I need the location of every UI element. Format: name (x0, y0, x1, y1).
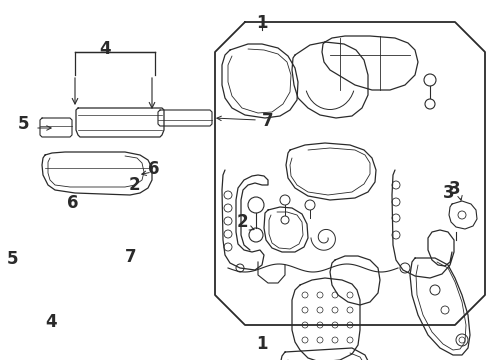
Text: 1: 1 (255, 335, 267, 353)
Text: 1: 1 (256, 14, 267, 32)
Text: 5: 5 (18, 115, 29, 133)
Text: 4: 4 (99, 40, 111, 58)
Text: 2: 2 (128, 176, 140, 194)
Text: 2: 2 (237, 213, 248, 231)
Text: 4: 4 (45, 313, 57, 331)
Text: screw1: screw1 (419, 85, 424, 86)
Text: 6: 6 (148, 160, 159, 178)
Text: 5: 5 (6, 250, 18, 268)
Text: 7: 7 (262, 112, 273, 130)
Text: 7: 7 (125, 248, 137, 266)
Text: 3: 3 (448, 180, 460, 198)
Text: 6: 6 (66, 194, 78, 212)
Text: 3: 3 (442, 184, 454, 202)
